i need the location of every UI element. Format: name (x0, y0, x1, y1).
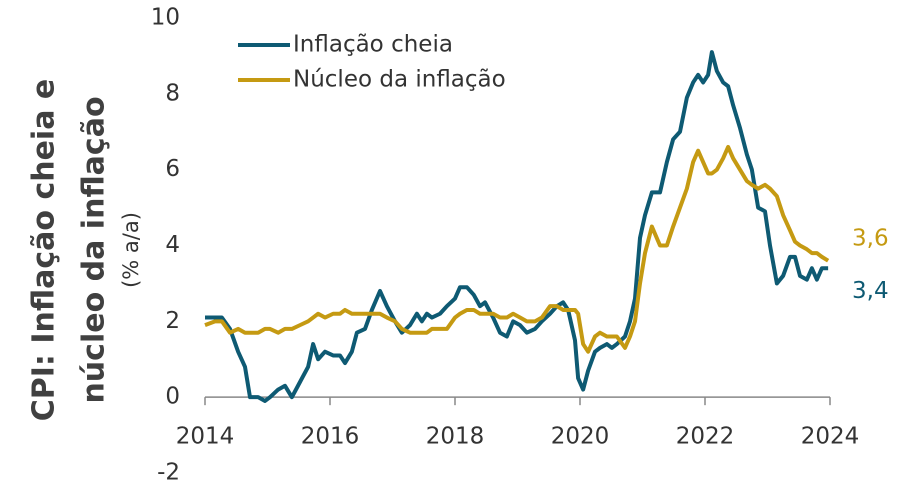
value-label: 3,6 (852, 226, 889, 252)
y-tick-label: 0 (165, 384, 180, 410)
y-tick-label: 10 (151, 5, 180, 31)
x-tick-label: 2018 (426, 424, 485, 450)
y-axis-title: núcleo da inflação (77, 96, 112, 403)
y-tick-label: 4 (165, 232, 180, 258)
x-tick-label: 2016 (301, 424, 360, 450)
legend-label: Inflação cheia (293, 32, 453, 58)
value-label: 3,4 (852, 278, 889, 304)
x-tick-label: 2014 (176, 424, 235, 450)
series-line (205, 50, 829, 403)
y-tick-label: -2 (157, 460, 180, 486)
y-tick-label: 8 (165, 80, 180, 106)
y-tick-label: 6 (165, 156, 180, 182)
y-axis-title: CPI: Inflação cheia e (27, 79, 62, 422)
x-tick-label: 2020 (551, 424, 610, 450)
y-axis-unit: (% a/a) (119, 212, 143, 288)
x-tick-label: 2024 (801, 424, 860, 450)
y-tick-label: 2 (165, 308, 180, 334)
x-tick-label: 2022 (676, 424, 735, 450)
series-line (204, 144, 830, 354)
legend-label: Núcleo da inflação (293, 67, 506, 93)
